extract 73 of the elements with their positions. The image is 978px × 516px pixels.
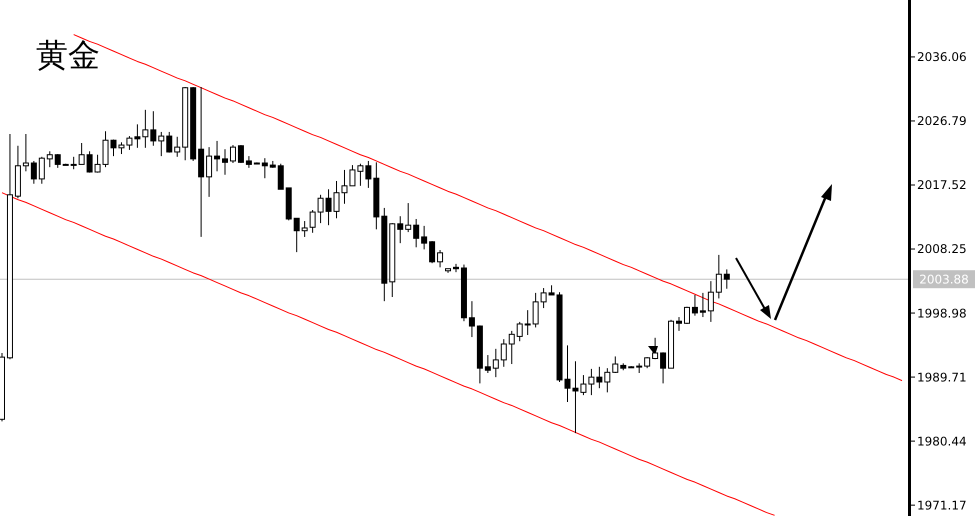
candlestick: [644, 356, 650, 369]
candlestick: [692, 294, 698, 316]
candlestick: [532, 292, 539, 328]
candlestick: [70, 156, 77, 170]
candlestick: [564, 344, 570, 403]
candlestick: [110, 139, 116, 157]
candlestick: [700, 292, 706, 318]
y-tick-label: 1998.98: [917, 306, 967, 320]
candlestick: [22, 134, 29, 172]
candlestick: [468, 300, 475, 338]
candlestick: [214, 140, 220, 172]
candlestick: [142, 109, 148, 148]
candlestick: [38, 156, 45, 184]
candlestick: [349, 164, 356, 186]
candlestick: [652, 337, 658, 360]
candlestick: [437, 250, 444, 268]
candlestick: [684, 306, 690, 324]
candlestick: [238, 144, 244, 164]
candlestick: [492, 348, 499, 378]
candlestick: [222, 148, 228, 176]
candlestick: [262, 158, 268, 179]
candlestick: [580, 374, 586, 396]
candlestick: [118, 142, 124, 155]
y-tick-label: 1971.17: [917, 498, 967, 512]
y-tick-label: 2008.25: [917, 242, 967, 256]
text: 黄金: [36, 36, 100, 74]
candlestick: [660, 352, 666, 384]
y-tick-label: 2017.52: [917, 178, 967, 192]
candlestick: [246, 156, 252, 168]
candlestick: [134, 124, 140, 148]
candlestick: [524, 310, 531, 336]
candlestick: [708, 280, 714, 322]
candlestick: [484, 354, 491, 374]
candlestick: [326, 188, 332, 226]
y-tick-label: 2026.79: [917, 114, 967, 128]
candlestick: [724, 268, 730, 290]
candlestick: [126, 136, 132, 150]
y-tick-label: 1980.44: [917, 434, 967, 448]
candlestick: [230, 144, 236, 164]
candlestick: [548, 284, 555, 296]
candlestick: [612, 356, 618, 374]
candlestick: [421, 225, 428, 250]
candlestick: [302, 220, 308, 238]
candlestick: [636, 362, 642, 374]
candlestick: [30, 160, 37, 184]
candlestick: [334, 180, 340, 219]
candlestick: [588, 368, 594, 396]
candlestick: [357, 163, 364, 186]
candlestick: [365, 160, 372, 188]
candlestick: [676, 316, 682, 332]
candlestick: [206, 146, 212, 198]
candlestick: [78, 142, 85, 165]
candlestick: [150, 110, 156, 146]
candlestick: [294, 218, 300, 253]
candlestick: [405, 202, 412, 233]
candlestick: [310, 209, 316, 234]
candlestick: [413, 218, 420, 248]
candlestick: [516, 321, 523, 342]
candlestick: [540, 288, 547, 309]
candlestick: [716, 254, 722, 299]
line-series: [1, 192, 776, 516]
candlestick: [604, 368, 610, 393]
candlestick: [572, 360, 578, 434]
candlestick: [341, 169, 348, 204]
candlestick: [596, 366, 602, 389]
candlestick: [429, 240, 436, 264]
ref-line-label: 2003.88: [919, 272, 969, 286]
y-tick-label: 1989.71: [917, 370, 967, 384]
candlestick: [318, 194, 324, 224]
y-tick-label: 2036.06: [917, 50, 967, 64]
candlestick: [94, 154, 101, 174]
candlestick: [86, 150, 93, 174]
candlestick: [158, 131, 164, 157]
